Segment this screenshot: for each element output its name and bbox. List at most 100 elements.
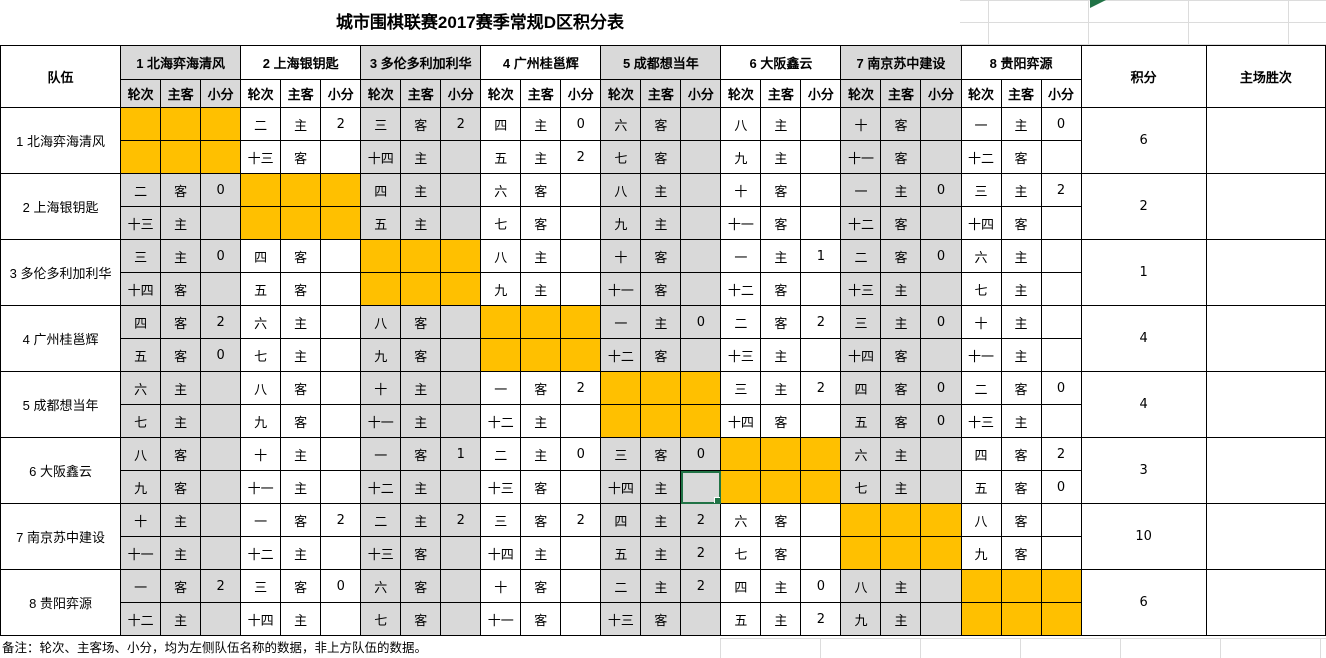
self-cell[interactable] — [320, 173, 362, 207]
cell-score[interactable] — [320, 272, 362, 306]
cell-score[interactable] — [200, 272, 242, 306]
cell-round[interactable]: 十一 — [120, 536, 162, 570]
cell-score[interactable] — [800, 404, 842, 438]
cell-score[interactable] — [800, 173, 842, 207]
header-score[interactable]: 小分 — [680, 79, 722, 108]
home-wins-cell[interactable] — [1205, 107, 1326, 174]
cell-venue[interactable]: 主 — [280, 107, 322, 141]
cell-round[interactable]: 十三 — [960, 404, 1002, 438]
cell-round[interactable]: 十四 — [120, 272, 162, 306]
cell-score[interactable]: 0 — [320, 569, 362, 603]
self-cell[interactable] — [880, 503, 922, 537]
cell-score[interactable]: 0 — [1040, 371, 1082, 405]
self-cell[interactable] — [160, 107, 202, 141]
cell-score[interactable]: 0 — [200, 239, 242, 273]
cell-venue[interactable]: 主 — [880, 305, 922, 339]
self-cell[interactable] — [760, 470, 802, 504]
cell-round[interactable]: 一 — [960, 107, 1002, 141]
home-wins-cell[interactable] — [1205, 503, 1326, 570]
header-venue[interactable]: 主客 — [160, 79, 202, 108]
cell-round[interactable]: 十三 — [120, 206, 162, 240]
header-team-1[interactable]: 1 北海弈海清风 — [120, 45, 242, 80]
cell-venue[interactable]: 客 — [760, 404, 802, 438]
self-cell[interactable] — [640, 371, 682, 405]
cell-round[interactable]: 十 — [120, 503, 162, 537]
self-cell[interactable] — [400, 239, 442, 273]
cell-round[interactable]: 三 — [720, 371, 762, 405]
team-row-label[interactable]: 3 多伦多利加利华 — [0, 239, 122, 306]
cell-round[interactable]: 一 — [480, 371, 522, 405]
cell-score[interactable]: 2 — [1040, 173, 1082, 207]
cell-round[interactable]: 十 — [600, 239, 642, 273]
cell-venue[interactable]: 主 — [160, 206, 202, 240]
header-team-6[interactable]: 6 大阪鑫云 — [720, 45, 842, 80]
cell-score[interactable]: 2 — [680, 536, 722, 570]
cell-venue[interactable]: 主 — [760, 107, 802, 141]
cell-score[interactable] — [560, 536, 602, 570]
cell-venue[interactable]: 客 — [1000, 503, 1042, 537]
cell-score[interactable] — [920, 140, 962, 174]
cell-venue[interactable]: 客 — [880, 206, 922, 240]
cell-venue[interactable]: 主 — [520, 239, 562, 273]
cell-score[interactable] — [440, 470, 482, 504]
cell-venue[interactable]: 客 — [400, 602, 442, 636]
header-venue[interactable]: 主客 — [880, 79, 922, 108]
cell-venue[interactable]: 客 — [160, 272, 202, 306]
cell-venue[interactable]: 客 — [520, 602, 562, 636]
home-wins-cell[interactable] — [1205, 437, 1326, 504]
cell-round[interactable]: 十四 — [720, 404, 762, 438]
self-cell[interactable] — [440, 239, 482, 273]
header-team-3[interactable]: 3 多伦多利加利华 — [360, 45, 482, 80]
cell-round[interactable]: 九 — [960, 536, 1002, 570]
cell-venue[interactable]: 主 — [640, 470, 682, 504]
header-team-4[interactable]: 4 广州桂邕辉 — [480, 45, 602, 80]
cell-score[interactable] — [440, 305, 482, 339]
cell-venue[interactable]: 主 — [280, 437, 322, 471]
cell-venue[interactable]: 客 — [1000, 437, 1042, 471]
cell-venue[interactable]: 客 — [640, 107, 682, 141]
cell-score[interactable] — [680, 239, 722, 273]
cell-round[interactable]: 二 — [960, 371, 1002, 405]
cell-venue[interactable]: 主 — [760, 239, 802, 273]
cell-score[interactable]: 2 — [560, 371, 602, 405]
cell-round[interactable]: 八 — [120, 437, 162, 471]
cell-round[interactable]: 十 — [240, 437, 282, 471]
header-venue[interactable]: 主客 — [280, 79, 322, 108]
cell-venue[interactable]: 客 — [880, 239, 922, 273]
cell-venue[interactable]: 客 — [280, 569, 322, 603]
cell-venue[interactable]: 主 — [1000, 404, 1042, 438]
cell-venue[interactable]: 主 — [280, 338, 322, 372]
self-cell[interactable] — [280, 173, 322, 207]
cell-score[interactable] — [920, 470, 962, 504]
cell-venue[interactable]: 客 — [520, 371, 562, 405]
header-round[interactable]: 轮次 — [600, 79, 642, 108]
cell-score[interactable] — [200, 503, 242, 537]
cell-score[interactable] — [560, 470, 602, 504]
header-score[interactable]: 小分 — [1040, 79, 1082, 108]
cell-score[interactable]: 2 — [800, 371, 842, 405]
cell-round[interactable]: 五 — [600, 536, 642, 570]
cell-venue[interactable]: 客 — [520, 470, 562, 504]
self-cell[interactable] — [520, 305, 562, 339]
cell-score[interactable] — [440, 206, 482, 240]
header-round[interactable]: 轮次 — [240, 79, 282, 108]
cell-score[interactable] — [1040, 272, 1082, 306]
cell-venue[interactable]: 客 — [160, 470, 202, 504]
cell-round[interactable]: 十二 — [360, 470, 402, 504]
cell-score[interactable] — [1040, 305, 1082, 339]
cell-venue[interactable]: 客 — [160, 338, 202, 372]
cell-round[interactable]: 十二 — [240, 536, 282, 570]
cell-round[interactable]: 十一 — [600, 272, 642, 306]
cell-round[interactable]: 七 — [960, 272, 1002, 306]
cell-score[interactable] — [680, 272, 722, 306]
cell-round[interactable]: 五 — [960, 470, 1002, 504]
cell-score[interactable]: 0 — [1040, 470, 1082, 504]
cell-round[interactable]: 五 — [720, 602, 762, 636]
self-cell[interactable] — [800, 437, 842, 471]
self-cell[interactable] — [960, 569, 1002, 603]
cell-score[interactable]: 2 — [320, 503, 362, 537]
cell-venue[interactable]: 主 — [640, 536, 682, 570]
cell-round[interactable]: 八 — [960, 503, 1002, 537]
header-round[interactable]: 轮次 — [720, 79, 762, 108]
cell-round[interactable]: 七 — [720, 536, 762, 570]
